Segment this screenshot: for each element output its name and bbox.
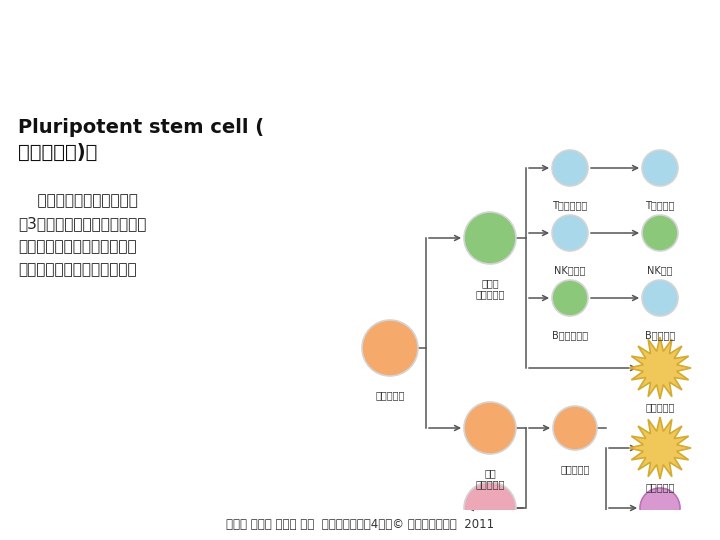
- Ellipse shape: [640, 213, 680, 253]
- Ellipse shape: [642, 150, 678, 186]
- Text: B淡巴细胞: B淡巴细胞: [645, 330, 675, 340]
- Text: 树突状细胞: 树突状细胞: [645, 482, 675, 492]
- Text: 多能干细胞)：: 多能干细胞)：: [18, 143, 97, 162]
- Ellipse shape: [550, 213, 590, 253]
- Ellipse shape: [551, 404, 599, 452]
- Text: NK祖细胞: NK祖细胞: [554, 265, 585, 275]
- Ellipse shape: [642, 215, 678, 251]
- Text: NK细胞: NK细胞: [647, 265, 672, 275]
- Ellipse shape: [360, 318, 420, 378]
- Text: T淡巴细胞: T淡巴细胞: [645, 200, 675, 210]
- Ellipse shape: [462, 480, 518, 536]
- Text: T淡巴祖细胞: T淡巴祖细胞: [552, 200, 588, 210]
- Text: 髓系
共同祖细胞: 髓系 共同祖细胞: [475, 468, 505, 490]
- Text: 在一定条件下，能分化产: 在一定条件下，能分化产: [18, 193, 138, 208]
- Text: 淡巴系
共同祖细胞: 淡巴系 共同祖细胞: [475, 278, 505, 300]
- Ellipse shape: [362, 320, 418, 376]
- Ellipse shape: [464, 212, 516, 264]
- Ellipse shape: [552, 150, 588, 186]
- Polygon shape: [629, 337, 691, 399]
- Text: Category of stem cell: Category of stem cell: [176, 15, 544, 44]
- Ellipse shape: [550, 148, 590, 188]
- Ellipse shape: [640, 488, 680, 528]
- Text: 生3个胚层中的各种类型的细胞: 生3个胚层中的各种类型的细胞: [18, 216, 146, 231]
- Text: 树突状细胞: 树突状细胞: [645, 402, 675, 412]
- Ellipse shape: [462, 400, 518, 456]
- Ellipse shape: [552, 215, 588, 251]
- Ellipse shape: [642, 280, 678, 316]
- Ellipse shape: [464, 402, 516, 454]
- Ellipse shape: [553, 406, 597, 450]
- Text: 造血干细胞: 造血干细胞: [375, 390, 405, 400]
- Text: 胚胎干细胞和生殖嶊干细胞。: 胚胎干细胞和生殖嶊干细胞。: [18, 262, 137, 277]
- Text: 并形成器官的一类干细胞，如: 并形成器官的一类干细胞，如: [18, 239, 137, 254]
- Text: 翔中和 王喜忠 丁明孝 主编  细胞生物学（第4版）© 高等教育出版社  2011: 翔中和 王喜忠 丁明孝 主编 细胞生物学（第4版）© 高等教育出版社 2011: [226, 518, 494, 531]
- Ellipse shape: [552, 280, 588, 316]
- Ellipse shape: [638, 486, 682, 530]
- Ellipse shape: [464, 482, 516, 534]
- Ellipse shape: [550, 278, 590, 318]
- Ellipse shape: [640, 148, 680, 188]
- Text: Pluripotent stem cell (: Pluripotent stem cell (: [18, 118, 264, 137]
- Ellipse shape: [640, 278, 680, 318]
- Text: 髓系祖细胞: 髓系祖细胞: [560, 464, 590, 474]
- Ellipse shape: [462, 210, 518, 266]
- Polygon shape: [629, 417, 691, 479]
- Text: B淡巴祖细胞: B淡巴祖细胞: [552, 330, 588, 340]
